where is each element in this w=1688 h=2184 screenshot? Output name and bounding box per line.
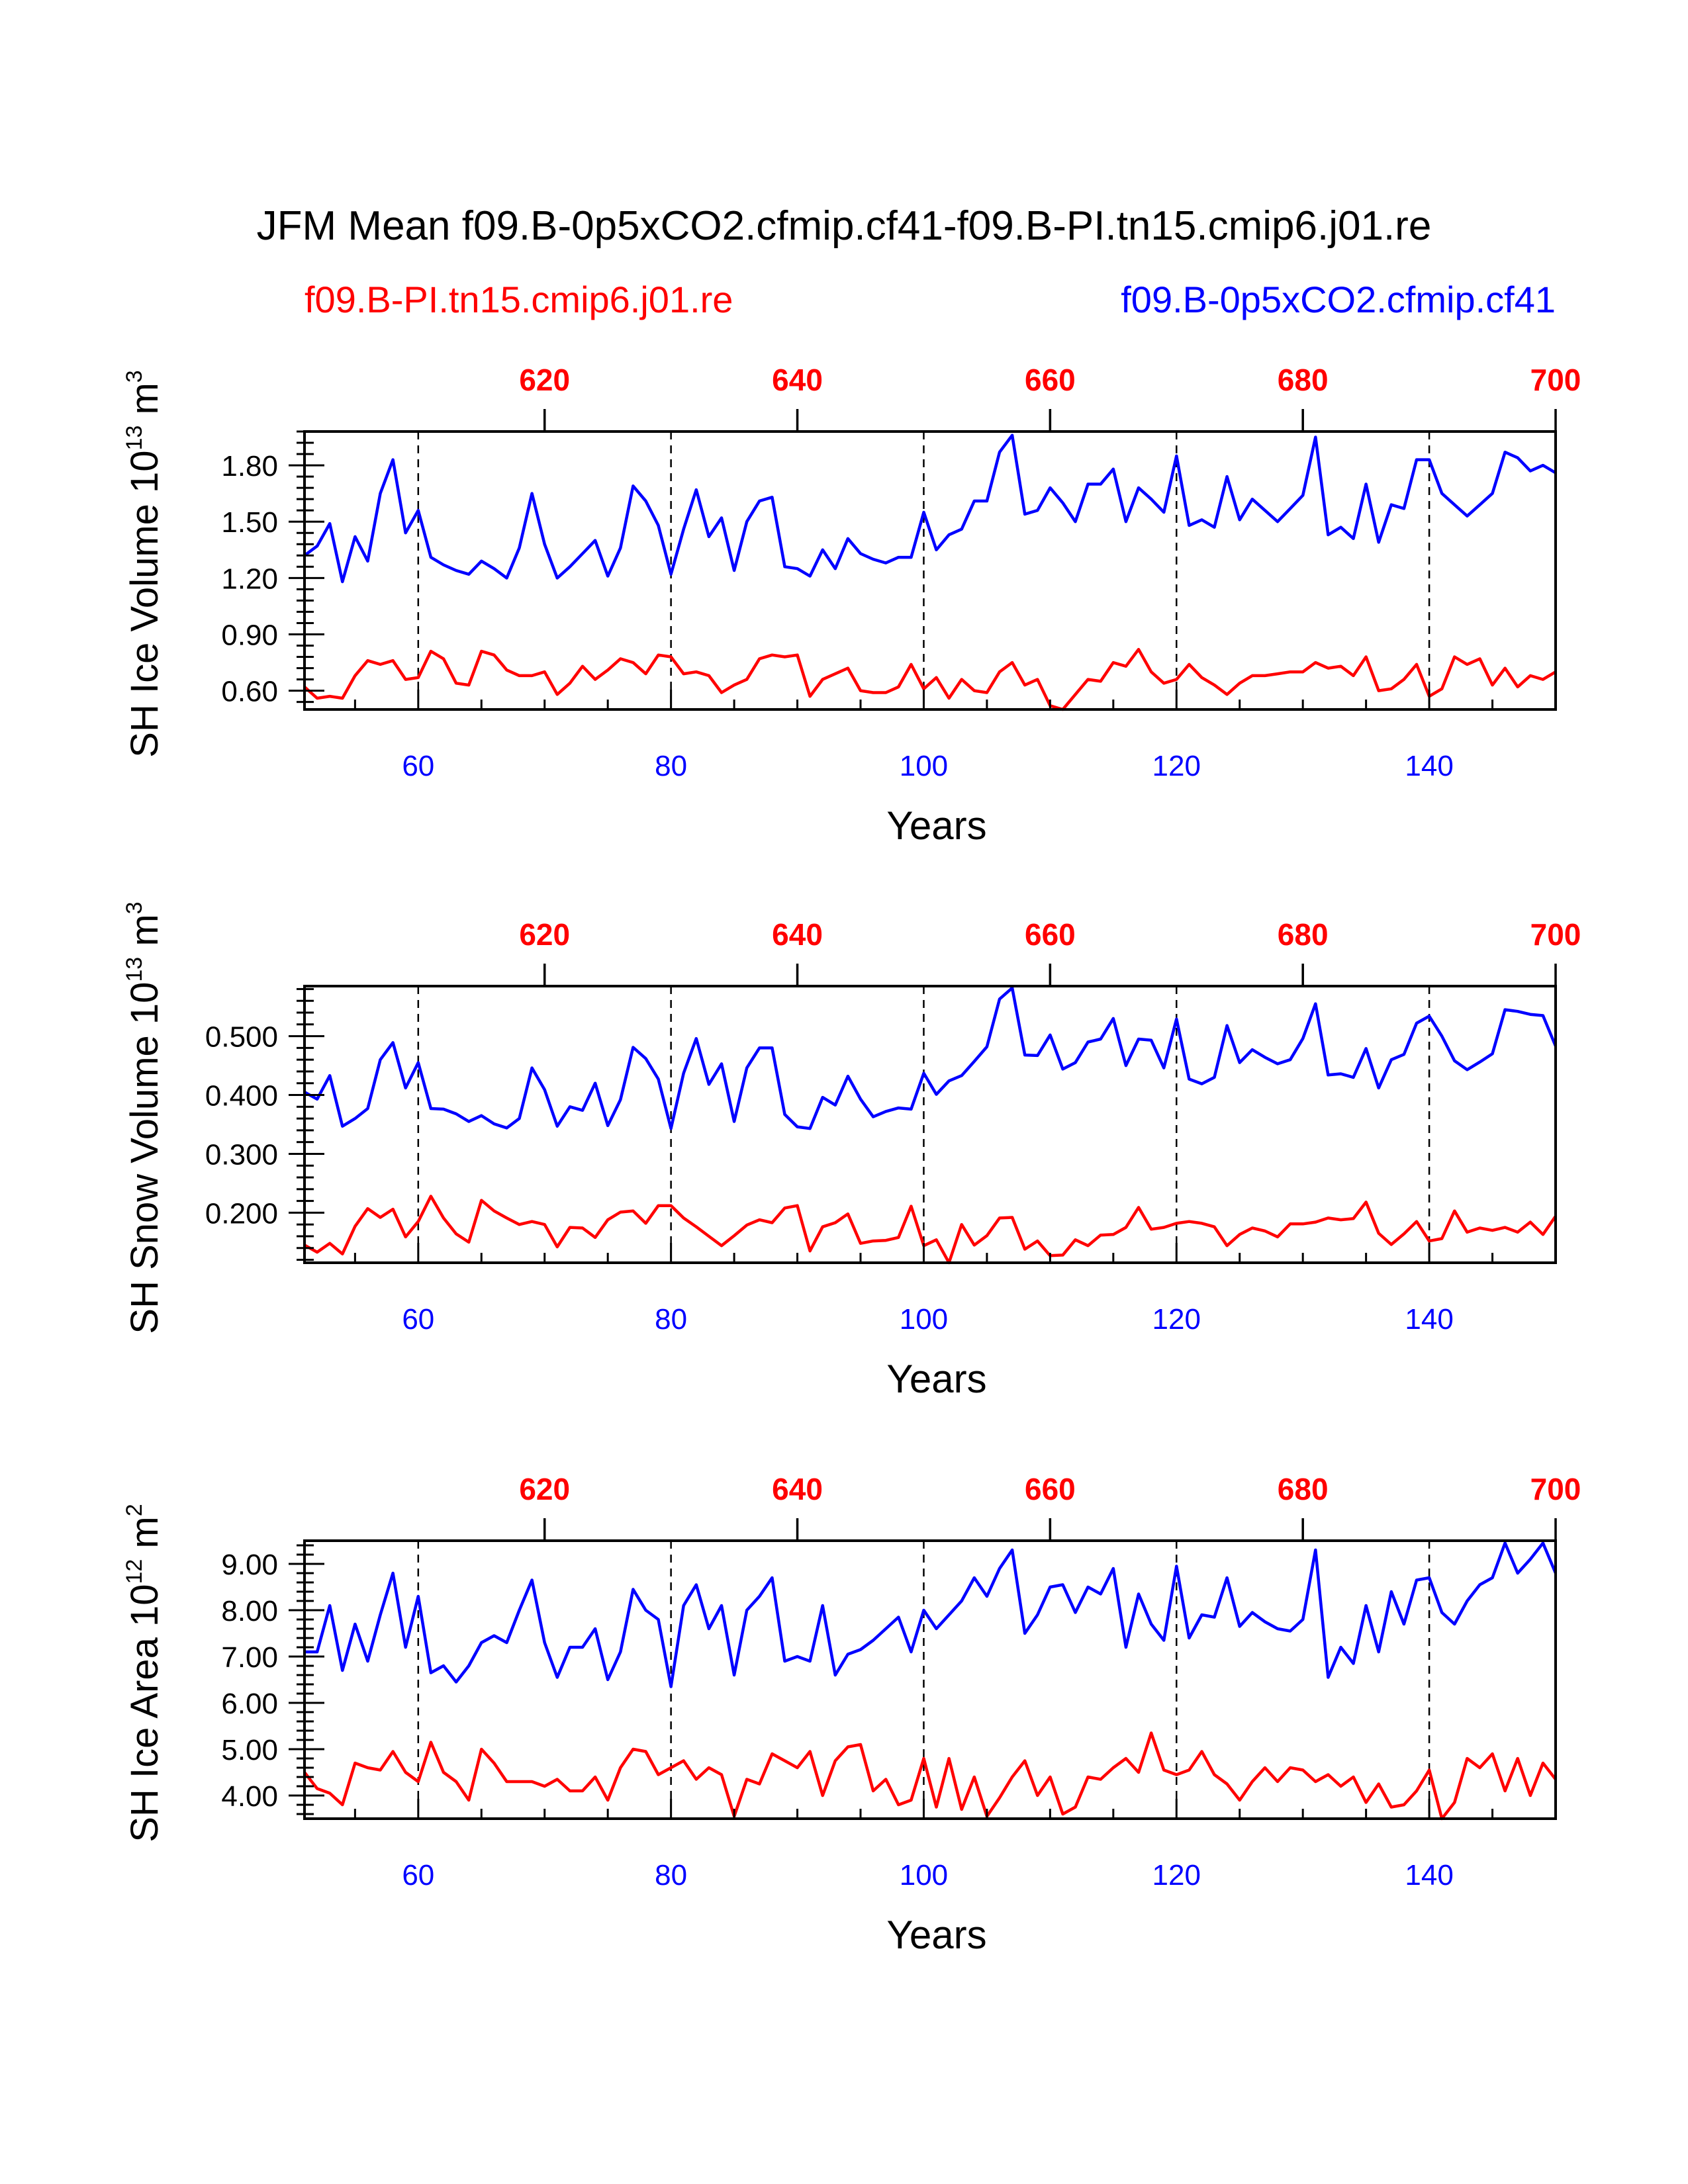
plot-frame [303, 985, 1557, 1264]
y-title-unit: m [123, 383, 166, 425]
y-tick-label: 9.00 [221, 1549, 278, 1581]
y-title-exponent: 13 [122, 957, 147, 982]
figure-title: JFM Mean f09.B-0p5xCO2.cfmip.cf41-f09.B-… [257, 203, 1432, 249]
x-tick-label: 60 [402, 1859, 434, 1891]
top-axis: 620 640 660 680 700 [519, 363, 1581, 397]
y-tick-label: 8.00 [221, 1595, 278, 1627]
experiment-series-line [303, 986, 1558, 1130]
y-title-exponent: 12 [122, 1559, 147, 1584]
bottom-axis: 60 80 100 120 140 [402, 1303, 1453, 1336]
x-tick-label: 140 [1405, 1859, 1453, 1891]
axis-ticks [289, 409, 1557, 709]
top-tick-label: 700 [1530, 363, 1581, 397]
y-title-unit-exponent: 3 [122, 370, 147, 383]
top-tick-label: 660 [1025, 363, 1076, 397]
y-title-exponent: 13 [122, 426, 147, 451]
y-tick-label: 7.00 [221, 1641, 278, 1674]
y-axis-title: SH Ice Volume 1013 m3 [122, 370, 166, 757]
top-tick-label: 620 [519, 363, 570, 397]
y-title-unit: m [123, 1516, 166, 1559]
control-series-line [303, 647, 1557, 711]
legend-control-label: f09.B-PI.tn15.cmip6.j01.re [305, 279, 733, 320]
y-tick-label: 1.80 [221, 450, 278, 482]
x-tick-label: 120 [1152, 1303, 1201, 1336]
legend-experiment-label: f09.B-0p5xCO2.cfmip.cf41 [1121, 279, 1556, 320]
x-tick-label: 60 [402, 1303, 434, 1336]
y-tick-label: 4.00 [221, 1780, 278, 1813]
x-tick-label: 120 [1152, 1859, 1201, 1891]
series-group [303, 433, 1557, 711]
x-tick-label: 100 [900, 1859, 948, 1891]
x-tick-label: 80 [655, 750, 687, 782]
y-title-base: SH Ice Area 10 [123, 1584, 166, 1843]
axis-ticks [289, 1518, 1557, 1819]
top-tick-label: 640 [772, 363, 823, 397]
y-tick-label: 6.00 [221, 1688, 278, 1720]
panel-snow-volume: 620 640 660 680 700 60 80 100 120 140 0.… [122, 901, 1581, 1401]
series-group [303, 986, 1558, 1265]
top-tick-label: 680 [1278, 1472, 1329, 1506]
y-tick-label: 1.20 [221, 563, 278, 595]
x-tick-label: 100 [900, 750, 948, 782]
y-title-unit-exponent: 2 [122, 1504, 147, 1516]
minor-ticks [297, 1544, 1557, 1819]
top-axis: 620 640 660 680 700 [519, 1472, 1581, 1506]
y-title-base: SH Ice Volume 10 [123, 450, 166, 757]
x-tick-label: 80 [655, 1303, 687, 1336]
top-tick-label: 620 [519, 1472, 570, 1506]
x-tick-label: 140 [1405, 1303, 1453, 1336]
top-axis: 620 640 660 680 700 [519, 917, 1581, 952]
y-tick-label: 0.60 [221, 676, 278, 708]
y-axis: 4.00 5.00 6.00 7.00 8.00 9.00 [221, 1549, 278, 1813]
top-tick-label: 660 [1025, 1472, 1076, 1506]
series-group [303, 1541, 1558, 1821]
top-tick-label: 700 [1530, 917, 1581, 952]
bottom-axis: 60 80 100 120 140 [402, 750, 1453, 782]
top-tick-label: 680 [1278, 917, 1329, 952]
x-tick-label: 140 [1405, 750, 1453, 782]
y-axis-title: SH Snow Volume 1013 m3 [122, 901, 166, 1334]
x-tick-label: 80 [655, 1859, 687, 1891]
x-tick-label: 120 [1152, 750, 1201, 782]
experiment-series-line [303, 433, 1557, 584]
panel-ice-volume: 620 640 660 680 700 60 80 100 120 140 0.… [122, 363, 1581, 848]
bottom-axis: 60 80 100 120 140 [402, 1859, 1453, 1891]
x-axis-title: Years [886, 1913, 986, 1957]
plot-frame [303, 430, 1557, 711]
plot-frame [303, 1539, 1557, 1820]
y-title-unit-exponent: 3 [122, 901, 147, 914]
x-axis-title: Years [886, 803, 986, 848]
y-tick-label: 0.200 [205, 1197, 278, 1230]
control-series-line [303, 1731, 1557, 1821]
y-tick-label: 0.90 [221, 619, 278, 651]
y-tick-label: 5.00 [221, 1734, 278, 1766]
x-tick-label: 60 [402, 750, 434, 782]
top-tick-label: 700 [1530, 1472, 1581, 1506]
x-axis-title: Years [886, 1357, 986, 1401]
gridlines [417, 986, 1430, 1263]
experiment-series-line [305, 1541, 1558, 1688]
axis-ticks [289, 964, 1557, 1263]
y-title-base: SH Snow Volume 10 [123, 982, 166, 1334]
y-tick-label: 0.400 [205, 1080, 278, 1113]
top-tick-label: 640 [772, 1472, 823, 1506]
x-tick-label: 100 [900, 1303, 948, 1336]
top-tick-label: 680 [1278, 363, 1329, 397]
panel-ice-area: 620 640 660 680 700 60 80 100 120 140 4.… [122, 1472, 1581, 1957]
y-axis: 0.200 0.300 0.400 0.500 [205, 1021, 278, 1230]
gridlines [417, 1541, 1430, 1819]
y-tick-label: 1.50 [221, 506, 278, 539]
y-axis-title: SH Ice Area 1012 m2 [122, 1504, 166, 1842]
y-tick-label: 0.500 [205, 1021, 278, 1054]
y-axis: 0.60 0.90 1.20 1.50 1.80 [221, 450, 278, 708]
top-tick-label: 640 [772, 917, 823, 952]
top-tick-label: 660 [1025, 917, 1076, 952]
y-title-unit: m [123, 914, 166, 956]
y-tick-label: 0.300 [205, 1138, 278, 1171]
top-tick-label: 620 [519, 917, 570, 952]
control-series-line [303, 1195, 1557, 1265]
